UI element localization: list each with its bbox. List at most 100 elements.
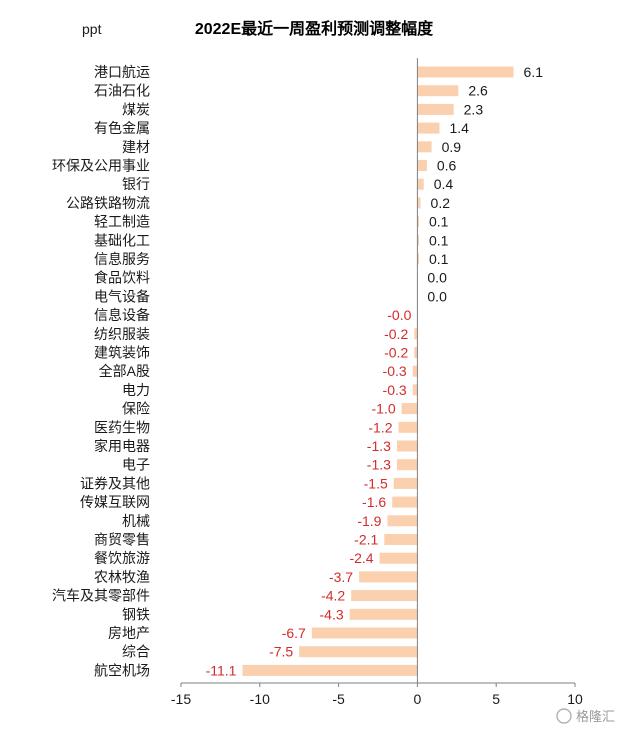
category-label: 港口航运 <box>94 64 150 80</box>
bar <box>414 347 418 358</box>
bar <box>396 459 418 471</box>
category-label: 商贸零售 <box>94 532 150 548</box>
data-label: -0.3 <box>383 363 407 379</box>
bars-group: 6.12.62.31.40.90.60.40.20.10.10.10.00.0-… <box>206 64 544 678</box>
bar <box>417 197 421 209</box>
category-label: 农林牧渔 <box>94 569 150 585</box>
chart-title: 2022E最近一周盈利预测调整幅度 <box>195 19 434 38</box>
data-label: 0.1 <box>429 232 449 248</box>
data-label: 0.2 <box>431 195 451 211</box>
category-label: 房地产 <box>108 625 150 641</box>
bar <box>384 534 418 545</box>
category-label: 全部A股 <box>99 363 150 379</box>
category-label: 银行 <box>122 176 150 192</box>
category-label: 证券及其他 <box>80 475 150 491</box>
bar <box>299 646 418 658</box>
bar <box>417 253 419 265</box>
data-label: 0.9 <box>442 139 462 155</box>
category-label: 公路铁路物流 <box>66 195 150 211</box>
data-label: 0.6 <box>437 158 457 174</box>
data-label: -2.1 <box>354 532 378 548</box>
bar <box>311 627 418 639</box>
data-label: -7.5 <box>269 644 293 660</box>
category-label: 家用电器 <box>94 438 150 454</box>
bar <box>242 664 418 676</box>
category-label: 电气设备 <box>94 288 150 304</box>
x-tick-label: -15 <box>171 691 191 707</box>
category-label: 食品饮料 <box>94 270 150 286</box>
data-label: -3.7 <box>329 569 353 585</box>
bar <box>417 122 440 134</box>
data-label: -1.2 <box>368 419 392 435</box>
watermark-logo-icon <box>556 708 572 724</box>
data-label: 0.1 <box>429 214 449 230</box>
category-label: 纺织服装 <box>94 326 150 342</box>
category-label: 建筑装饰 <box>94 345 150 361</box>
category-label: 钢铁 <box>122 606 150 622</box>
y-axis: 港口航运石油石化煤炭有色金属建材环保及公用事业银行公路铁路物流轻工制造基础化工信… <box>52 58 418 683</box>
data-label: -11.1 <box>206 662 237 678</box>
bar <box>396 440 418 452</box>
data-label: -1.0 <box>372 401 396 417</box>
category-label: 综合 <box>122 644 150 660</box>
bar <box>417 178 424 190</box>
data-label: 0.0 <box>427 288 447 304</box>
data-label: 2.3 <box>464 101 484 117</box>
category-label: 建材 <box>122 139 150 155</box>
category-label: 电子 <box>122 457 150 473</box>
bar <box>417 66 514 78</box>
bar <box>379 552 418 564</box>
bar <box>351 590 418 602</box>
x-tick-label: 5 <box>492 691 500 707</box>
category-label: 传媒互联网 <box>80 494 150 510</box>
category-label: 信息设备 <box>94 307 150 323</box>
category-label: 汽车及其零部件 <box>52 588 150 604</box>
bar <box>417 234 419 246</box>
bar <box>412 384 418 396</box>
x-tick-label: 10 <box>567 691 583 707</box>
bar <box>387 515 418 527</box>
bar <box>417 103 454 115</box>
data-label: -0.0 <box>387 307 411 323</box>
data-label: -4.3 <box>320 606 344 622</box>
data-label: -4.2 <box>321 588 345 604</box>
watermark-text: 格隆汇 <box>576 709 615 724</box>
bar <box>393 477 418 489</box>
category-label: 石油石化 <box>94 83 150 99</box>
category-label: 电力 <box>122 382 150 398</box>
bar <box>417 85 459 97</box>
data-label: -1.5 <box>364 475 388 491</box>
data-label: 1.4 <box>449 120 469 136</box>
x-tick-label: -10 <box>250 691 270 707</box>
category-label: 航空机场 <box>94 662 150 678</box>
data-label: -1.9 <box>357 513 381 529</box>
bar <box>412 365 418 377</box>
bar <box>392 496 418 508</box>
data-label: 0.4 <box>434 176 454 192</box>
category-label: 餐饮旅游 <box>94 550 150 566</box>
data-label: -0.2 <box>384 326 408 342</box>
x-axis: -15 -10 -5 0 5 10 <box>171 682 583 707</box>
bar <box>398 421 418 433</box>
category-label: 保险 <box>122 401 150 417</box>
category-label: 医药生物 <box>94 419 150 435</box>
bar <box>417 216 419 228</box>
data-label: -1.3 <box>367 438 391 454</box>
x-tick-label: 0 <box>414 691 422 707</box>
bar <box>417 141 432 153</box>
x-tick-label: -5 <box>332 691 345 707</box>
data-label: 2.6 <box>468 83 488 99</box>
category-label: 机械 <box>122 513 150 529</box>
unit-label: ppt <box>82 21 102 37</box>
category-label: 轻工制造 <box>94 214 150 230</box>
data-label: 0.0 <box>427 270 447 286</box>
data-label: 6.1 <box>524 64 544 80</box>
data-label: -1.6 <box>362 494 386 510</box>
data-label: -1.3 <box>367 457 391 473</box>
bar <box>414 328 418 340</box>
category-label: 煤炭 <box>122 101 150 117</box>
data-label: -6.7 <box>282 625 306 641</box>
bar <box>359 571 418 583</box>
data-label: 0.1 <box>429 251 449 267</box>
